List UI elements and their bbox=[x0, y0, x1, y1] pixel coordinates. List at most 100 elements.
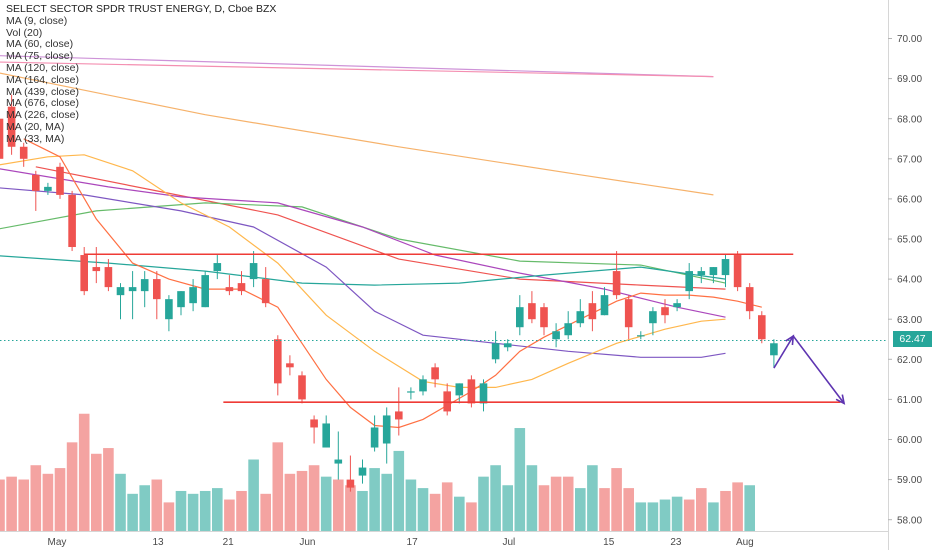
candle-body-22 bbox=[261, 279, 270, 304]
volume-bar-36 bbox=[417, 488, 429, 531]
chart-title[interactable]: SELECT SECTOR SPDR TRUST ENERGY, D, Cboe… bbox=[6, 3, 277, 15]
volume-bar-42 bbox=[490, 465, 501, 531]
price-tick-label-0: 70.00 bbox=[897, 34, 922, 45]
volume-bar-41 bbox=[478, 476, 489, 531]
volume-bar-3 bbox=[18, 479, 29, 531]
candle-body-62 bbox=[745, 287, 754, 312]
candle-body-27 bbox=[322, 423, 330, 448]
volume-bar-11 bbox=[115, 473, 126, 531]
volume-bar-8 bbox=[78, 413, 90, 531]
candle-body-19 bbox=[225, 287, 234, 292]
candle-body-24 bbox=[286, 363, 294, 368]
volume-bar-44 bbox=[514, 428, 526, 531]
time-axis[interactable]: May 13 21 Jun 17 Jul 15 23 Aug bbox=[0, 531, 888, 549]
candle-body-18 bbox=[213, 263, 222, 272]
candle-body-26 bbox=[310, 419, 318, 428]
candle-body-7 bbox=[80, 255, 88, 292]
candle-body-13 bbox=[153, 279, 161, 300]
ma-line-1 bbox=[0, 61, 714, 78]
volume-bar-22 bbox=[248, 459, 259, 531]
volume-bar-12 bbox=[127, 493, 138, 531]
candle-body-53 bbox=[637, 335, 645, 337]
volume-bar-43 bbox=[502, 485, 513, 531]
price-tick-label-10: 60.00 bbox=[897, 435, 922, 446]
candle-body-15 bbox=[177, 291, 185, 308]
legend-item-ma120[interactable]: MA (120, close) bbox=[6, 61, 79, 74]
volume-bar-37 bbox=[429, 493, 441, 531]
volume-bar-56 bbox=[659, 499, 671, 531]
candle-body-42 bbox=[503, 343, 512, 348]
volume-bar-9 bbox=[91, 453, 102, 531]
time-tick-label-3: Jun bbox=[299, 537, 315, 548]
legend-item-ma226[interactable]: MA (226, close) bbox=[6, 109, 79, 122]
volume-bar-18 bbox=[199, 490, 211, 531]
candle-body-41 bbox=[491, 343, 500, 360]
volume-bar-6 bbox=[54, 468, 66, 531]
volume-bar-15 bbox=[163, 502, 175, 531]
price-tick-label-8: 62.00 bbox=[897, 355, 922, 366]
moving-average-lines bbox=[0, 55, 762, 429]
legend-item-ma439[interactable]: MA (439, close) bbox=[6, 85, 79, 98]
volume-bar-54 bbox=[635, 502, 647, 531]
volume-bar-58 bbox=[683, 499, 695, 531]
volume-bar-51 bbox=[599, 488, 610, 531]
candle-body-30 bbox=[358, 467, 367, 476]
legend-item-ma75[interactable]: MA (75, close) bbox=[6, 50, 74, 63]
projection-arrow[interactable] bbox=[773, 334, 845, 404]
price-axis[interactable]: 70.00 69.00 68.00 67.00 66.00 65.00 64.00 63.00… bbox=[888, 0, 922, 550]
legend-item-ma60[interactable]: MA (60, close) bbox=[6, 38, 74, 51]
legend-item-ma9[interactable]: MA (9, close) bbox=[6, 14, 68, 27]
candle-body-44 bbox=[528, 303, 536, 320]
volume-bar-24 bbox=[272, 442, 284, 531]
arrowhead-down-icon bbox=[835, 394, 846, 405]
candle-body-8 bbox=[92, 267, 101, 272]
last-price-badge: 62.47 bbox=[893, 331, 932, 347]
volume-bar-23 bbox=[260, 493, 271, 531]
candle-body-16 bbox=[189, 287, 197, 304]
indicator-legend: SELECT SECTOR SPDR TRUST ENERGY, D, Cboe… bbox=[6, 3, 277, 146]
candle-body-10 bbox=[116, 287, 125, 296]
volume-bar-1 bbox=[0, 479, 5, 531]
volume-bar-25 bbox=[284, 473, 296, 531]
volume-bar-52 bbox=[611, 468, 622, 531]
legend-item-vol20[interactable]: Vol (20) bbox=[6, 26, 43, 39]
price-tick-label-9: 61.00 bbox=[897, 395, 922, 406]
volume-bar-30 bbox=[345, 485, 356, 531]
ma-line-5 bbox=[0, 168, 726, 318]
legend-item-ma20ma[interactable]: MA (20, MA) bbox=[6, 120, 65, 133]
arrowhead-up-icon bbox=[785, 334, 795, 346]
volume-bar-34 bbox=[393, 450, 405, 531]
candle-body-34 bbox=[407, 391, 415, 393]
legend-item-ma33ma[interactable]: MA (33, MA) bbox=[6, 132, 65, 145]
volume-bar-16 bbox=[175, 490, 187, 531]
drawing-annotations bbox=[0, 253, 888, 405]
candle-body-57 bbox=[685, 271, 693, 292]
volume-bar-38 bbox=[441, 482, 453, 531]
price-tick-label-3: 67.00 bbox=[897, 154, 922, 165]
candle-body-23 bbox=[274, 339, 282, 384]
candle-body-21 bbox=[249, 263, 258, 280]
price-tick-label-12: 58.00 bbox=[897, 515, 922, 526]
volume-bar-4 bbox=[30, 465, 42, 531]
candle-body-50 bbox=[600, 295, 609, 316]
ma-line-6 bbox=[0, 255, 726, 286]
time-tick-label-8: Aug bbox=[736, 537, 754, 548]
volume-bar-45 bbox=[526, 465, 538, 531]
candle-body-54 bbox=[649, 311, 657, 324]
price-tick-label-5: 65.00 bbox=[897, 235, 922, 246]
volume-bar-61 bbox=[720, 490, 731, 531]
time-tick-label-4: 17 bbox=[407, 537, 419, 548]
ma-line-9 bbox=[23, 138, 762, 429]
price-tick-label-4: 66.00 bbox=[897, 195, 922, 206]
candle-body-12 bbox=[140, 279, 149, 292]
volume-bar-35 bbox=[405, 479, 417, 531]
candle-body-51 bbox=[612, 271, 621, 296]
candle-body-39 bbox=[467, 379, 476, 404]
candlestick-series bbox=[0, 94, 778, 492]
volume-bar-39 bbox=[454, 496, 465, 531]
volume-bar-7 bbox=[66, 442, 78, 531]
candle-body-5 bbox=[56, 166, 64, 195]
legend-item-ma164[interactable]: MA (164, close) bbox=[6, 73, 79, 86]
legend-item-ma676[interactable]: MA (676, close) bbox=[6, 97, 79, 110]
